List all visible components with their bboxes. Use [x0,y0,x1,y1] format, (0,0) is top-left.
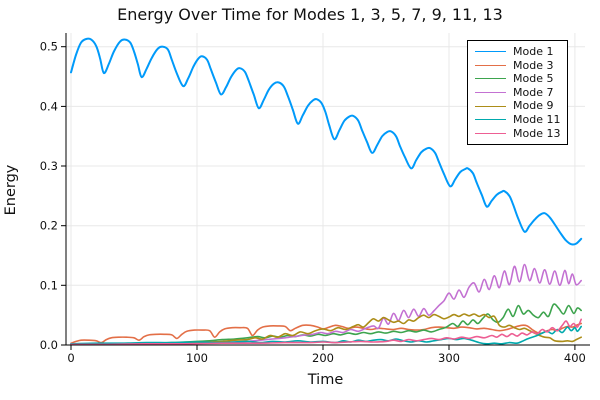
legend-entry-mode-5: Mode 5 [475,72,560,86]
legend-line-sample [475,78,506,80]
legend-line-sample [475,51,506,53]
legend-label: Mode 7 [513,85,554,99]
series-line-mode-7 [70,263,582,346]
x-tick-label: 400 [564,351,586,365]
legend-line-sample [475,119,506,121]
series-line-mode-1 [70,37,583,246]
legend-box: Mode 1 Mode 3 Mode 5 Mode 7 Mode 9 Mode 11 Mod… [467,40,569,146]
legend-label: Mode 3 [513,58,554,72]
legend-entry-mode-1: Mode 1 [475,45,560,59]
legend-label: Mode 11 [513,112,561,126]
y-tick-label: 0.2 [40,219,58,233]
legend-label: Mode 13 [513,126,561,140]
y-tick-label: 0.0 [40,338,58,352]
x-tick-label: 100 [186,351,208,365]
legend-entry-mode-13: Mode 13 [475,127,560,141]
legend-line-sample [475,64,506,66]
series-line-mode-11 [70,325,582,345]
x-tick-label: 200 [312,351,334,365]
legend-label: Mode 5 [513,72,554,86]
x-tick-label: 0 [67,351,74,365]
y-axis-label: Energy [3,164,19,216]
x-tick-label: 300 [438,351,460,365]
series-line-mode-13 [70,318,582,346]
y-tick-label: 0.3 [40,159,58,173]
series-line-mode-5 [70,303,582,346]
legend-label: Mode 9 [513,99,554,113]
legend-entry-mode-9: Mode 9 [475,99,560,113]
legend-entry-mode-11: Mode 11 [475,113,560,127]
legend-line-sample [475,132,506,134]
y-tick-label: 0.1 [40,278,58,292]
chart-title: Energy Over Time for Modes 1, 3, 5, 7, 9… [117,5,503,24]
y-tick-label: 0.5 [40,40,58,54]
legend-line-sample [475,105,506,107]
legend-line-sample [475,92,506,94]
legend-entry-mode-3: Mode 3 [475,59,560,73]
series-line-mode-9 [70,313,582,346]
legend-label: Mode 1 [513,45,554,58]
y-tick-label: 0.4 [40,99,58,113]
legend-entry-mode-7: Mode 7 [475,86,560,100]
x-axis-label: Time [307,372,344,388]
